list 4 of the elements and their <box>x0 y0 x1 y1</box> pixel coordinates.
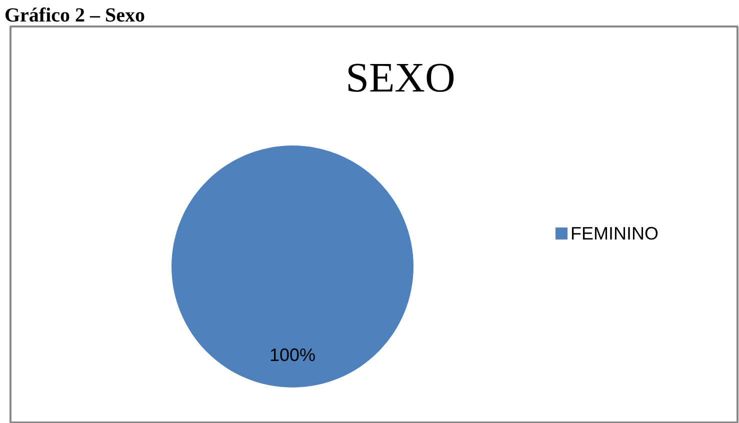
chart-title: SEXO <box>346 56 456 102</box>
data-label: 100% <box>269 344 316 365</box>
legend-label: FEMININO <box>570 224 658 244</box>
text: Gráfico 2 – Sexo <box>4 4 146 26</box>
